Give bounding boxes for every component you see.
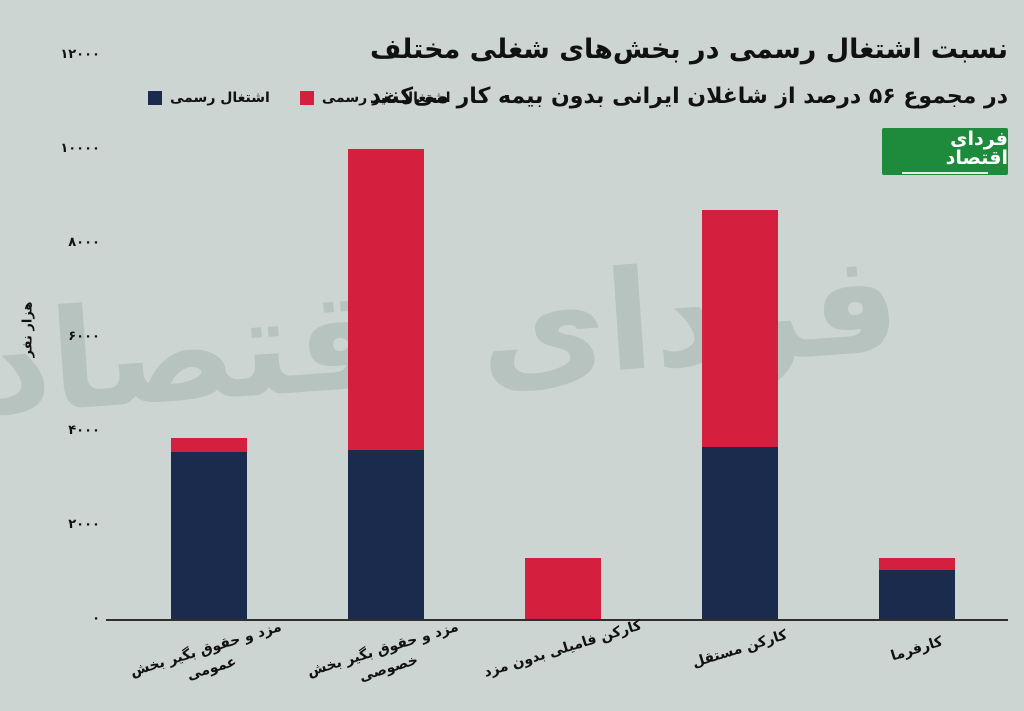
bar-segment-informal xyxy=(524,557,601,619)
y-tick-label: ۱۰۰۰۰ xyxy=(60,141,100,156)
chart-legend: اشتغال رسمی اشتغال غیر رسمی xyxy=(148,90,451,106)
stacked-bar xyxy=(524,557,601,619)
y-tick-label: ۲۰۰۰ xyxy=(68,517,100,532)
bar-segment-formal xyxy=(347,449,424,619)
legend-label-formal: اشتغال رسمی xyxy=(170,90,270,106)
bar-segment-informal xyxy=(347,149,424,450)
bar-segment-formal xyxy=(878,569,955,619)
y-axis-title: هزار نفر xyxy=(20,301,36,358)
legend-item-formal: اشتغال رسمی xyxy=(148,90,270,106)
stacked-bar xyxy=(347,149,424,619)
publisher-logo-text: فردای اقتصاد xyxy=(945,127,1008,169)
bar-segment-informal xyxy=(701,210,778,448)
stacked-bar xyxy=(170,438,247,619)
publisher-logo: فردای اقتصاد xyxy=(882,128,1008,175)
informal-color-swatch xyxy=(299,91,314,105)
bar-segment-informal xyxy=(878,557,955,570)
y-tick-label: ۰ xyxy=(92,611,100,626)
y-tick-label: ۸۰۰۰ xyxy=(68,235,100,250)
chart-subtitle: در مجموع ۵۶ درصد از شاغلان ایرانی بدون ب… xyxy=(369,84,1008,109)
y-tick-label: ۴۰۰۰ xyxy=(68,423,100,438)
legend-item-informal: اشتغال غیر رسمی xyxy=(299,90,451,106)
formal-color-swatch xyxy=(148,91,162,105)
stacked-bar xyxy=(701,210,778,619)
y-tick-label: ۶۰۰۰ xyxy=(68,329,100,344)
legend-label-informal: اشتغال غیر رسمی xyxy=(321,90,451,106)
chart-plot-area: هزار نفر ۰ ۲۰۰۰ ۴۰۰۰ ۶۰۰۰ ۸۰۰۰ ۱۰۰۰۰ ۱۲۰۰۰ مزد … xyxy=(20,47,1008,685)
stacked-bar xyxy=(878,557,955,619)
publisher-logo-rule xyxy=(902,171,988,174)
x-axis-line xyxy=(106,619,1008,621)
bar-segment-formal xyxy=(170,452,247,619)
y-tick-label: ۱۲۰۰۰ xyxy=(60,47,100,62)
bar-segment-informal xyxy=(170,438,247,453)
bar-segment-formal xyxy=(701,447,778,619)
chart-title: نسبت اشتغال رسمی در بخش‌های شغلی مختلف xyxy=(369,34,1008,65)
